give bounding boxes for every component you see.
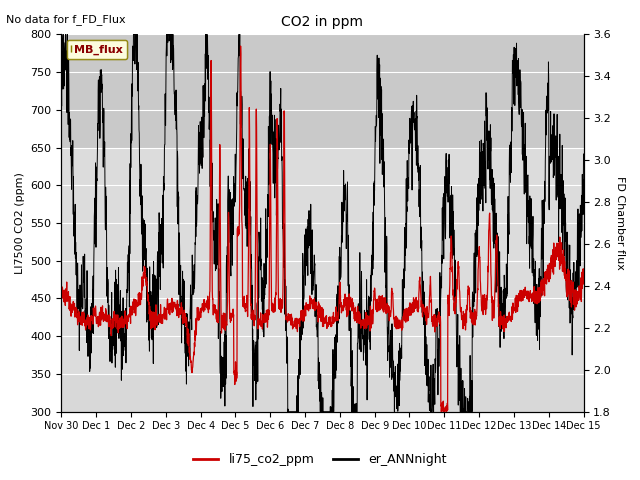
Legend: MB_flux: MB_flux — [67, 40, 127, 59]
Title: CO2 in ppm: CO2 in ppm — [282, 15, 364, 29]
Bar — [61, 147, 584, 374]
Y-axis label: LI7500 CO2 (ppm): LI7500 CO2 (ppm) — [15, 172, 25, 274]
Bar — [61, 35, 584, 147]
Y-axis label: FD Chamber flux: FD Chamber flux — [615, 176, 625, 270]
Text: No data for f_FD_Flux: No data for f_FD_Flux — [6, 14, 126, 25]
Legend: li75_co2_ppm, er_ANNnight: li75_co2_ppm, er_ANNnight — [188, 448, 452, 471]
